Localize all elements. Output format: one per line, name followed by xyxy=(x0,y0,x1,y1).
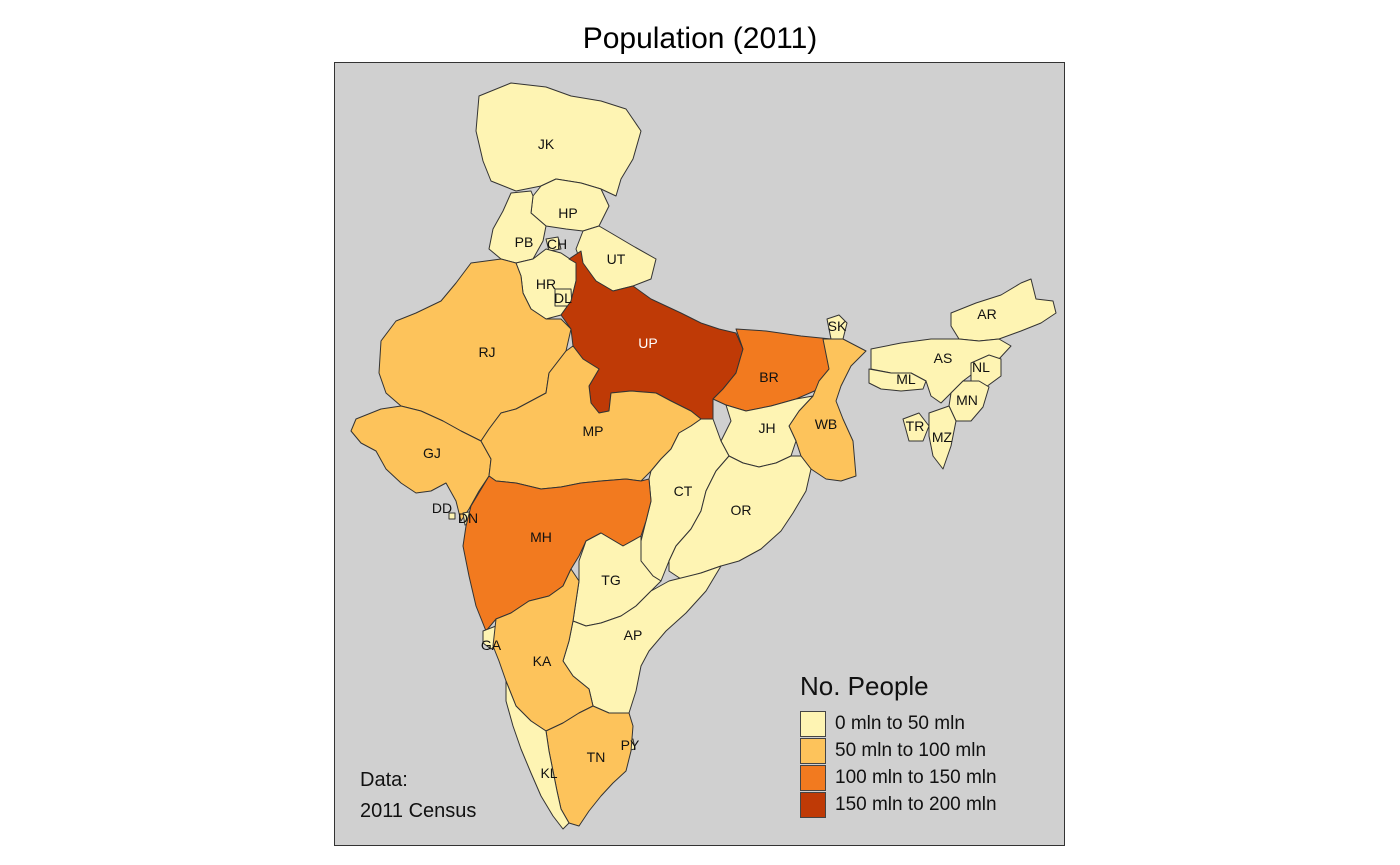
state-label-ct: CT xyxy=(674,483,693,499)
legend-item: 0 mln to 50 mln xyxy=(800,710,997,737)
state-label-ar: AR xyxy=(977,306,996,322)
state-label-ka: KA xyxy=(533,653,552,669)
state-label-ml: ML xyxy=(896,371,916,387)
state-label-gj: GJ xyxy=(423,445,441,461)
state-label-mh: MH xyxy=(530,529,552,545)
legend-item: 150 mln to 200 mln xyxy=(800,791,997,818)
state-label-dl: DL xyxy=(554,290,572,306)
state-ar xyxy=(950,278,1057,342)
legend-swatch xyxy=(800,710,826,737)
state-label-tr: TR xyxy=(906,418,925,434)
state-label-sk: SK xyxy=(828,318,847,334)
legend-item: 50 mln to 100 mln xyxy=(800,737,997,764)
state-label-dn: DN xyxy=(458,510,478,526)
legend-label: 0 mln to 50 mln xyxy=(835,712,965,734)
state-label-ch: CH xyxy=(547,236,567,252)
legend-label: 50 mln to 100 mln xyxy=(835,739,987,761)
legend: No. People 0 mln to 50 mln 50 mln to 100 … xyxy=(800,671,997,818)
state-label-ga: GA xyxy=(481,637,502,653)
legend-label: 150 mln to 200 mln xyxy=(835,793,997,815)
legend-swatch xyxy=(800,737,826,764)
state-label-jh: JH xyxy=(758,420,775,436)
state-label-dd: DD xyxy=(432,500,452,516)
state-label-up: UP xyxy=(638,335,657,351)
state-label-rj: RJ xyxy=(478,344,495,360)
state-label-nl: NL xyxy=(972,359,990,375)
state-label-kl: KL xyxy=(540,765,557,781)
credits-line-2: 2011 Census xyxy=(360,800,477,822)
legend-swatch xyxy=(800,791,826,818)
state-ml xyxy=(868,368,927,392)
state-label-as: AS xyxy=(934,350,953,366)
legend-item: 100 mln to 150 mln xyxy=(800,764,997,791)
map-panel: JK HP PB CH UT HR DL RJ UP BR SK AR AS NL ML MN TR MZ WB JH… xyxy=(334,62,1065,846)
credits: Data: 2011 Census xyxy=(360,765,476,827)
state-sk xyxy=(826,314,848,340)
state-label-mp: MP xyxy=(583,423,604,439)
legend-label: 100 mln to 150 mln xyxy=(835,766,997,788)
state-label-mn: MN xyxy=(956,392,978,408)
state-label-tg: TG xyxy=(601,572,620,588)
state-label-or: OR xyxy=(731,502,752,518)
state-mz xyxy=(928,405,957,470)
state-dd xyxy=(448,512,456,520)
state-label-mz: MZ xyxy=(932,429,953,445)
state-label-py: PY xyxy=(621,737,640,753)
state-label-wb: WB xyxy=(815,416,838,432)
legend-swatch xyxy=(800,764,826,791)
state-label-hp: HP xyxy=(558,205,577,221)
state-label-hr: HR xyxy=(536,276,556,292)
legend-title: No. People xyxy=(800,671,929,701)
state-jk xyxy=(475,82,642,197)
state-label-br: BR xyxy=(759,369,778,385)
state-label-ap: AP xyxy=(624,627,643,643)
state-ch xyxy=(545,236,562,252)
state-label-tn: TN xyxy=(587,749,606,765)
map-title: Population (2011) xyxy=(582,22,818,55)
state-or xyxy=(668,455,812,580)
state-tr xyxy=(902,412,930,442)
state-label-jk: JK xyxy=(538,136,555,152)
state-label-ut: UT xyxy=(607,251,626,267)
credits-line-1: Data: xyxy=(360,769,408,791)
state-kl xyxy=(505,680,570,830)
state-label-pb: PB xyxy=(515,234,534,250)
